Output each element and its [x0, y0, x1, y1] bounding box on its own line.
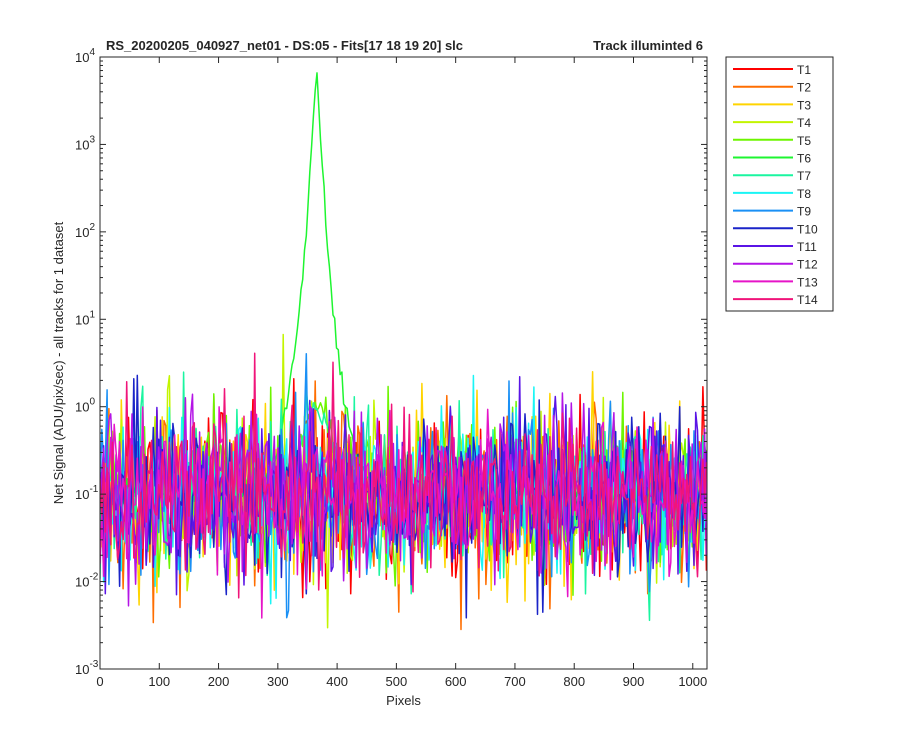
x-tick-label: 0: [96, 674, 103, 689]
x-axis-label: Pixels: [386, 693, 421, 708]
y-tick-label: 100: [75, 397, 95, 415]
y-axis-label: Net Signal (ADU/pix/sec) - all tracks fo…: [51, 221, 66, 504]
legend-label-t14: T14: [797, 293, 818, 307]
x-tick-label: 700: [504, 674, 526, 689]
legend-label-t1: T1: [797, 63, 811, 77]
axes-box: [99, 56, 708, 670]
legend-label-t8: T8: [797, 187, 811, 201]
legend-label-t9: T9: [797, 205, 811, 219]
x-tick-label: 600: [445, 674, 467, 689]
x-tick-label: 100: [148, 674, 170, 689]
legend-label-t4: T4: [797, 116, 811, 130]
y-tick-label: 10-1: [75, 484, 99, 502]
legend-label-t12: T12: [797, 258, 818, 272]
legend-label-t7: T7: [797, 169, 811, 183]
legend-label-t10: T10: [797, 222, 818, 236]
legend-label-t13: T13: [797, 275, 818, 289]
x-tick-label: 200: [208, 674, 230, 689]
y-tick-label: 10-3: [75, 659, 99, 677]
y-tick-label: 101: [75, 309, 95, 327]
x-tick-label: 1000: [678, 674, 707, 689]
legend-box: [725, 56, 834, 312]
x-tick-label: 500: [386, 674, 408, 689]
y-tick-label: 103: [75, 134, 95, 152]
y-tick-label: 104: [75, 47, 95, 65]
legend-label-t2: T2: [797, 81, 811, 95]
x-tick-label: 900: [623, 674, 645, 689]
legend-label-t3: T3: [797, 98, 811, 112]
series-layer: [100, 72, 707, 631]
x-tick-label: 800: [563, 674, 585, 689]
series-line-t14: [100, 352, 707, 599]
y-tick-label: 102: [75, 222, 95, 240]
plot-area: [100, 57, 707, 669]
legend: T1 T2 T3 T4 T5 T6 T7 T8 T9 T10 T11 T12 T13 T14: [725, 56, 834, 312]
x-tick-label: 300: [267, 674, 289, 689]
ticks-layer: 0 100 200 300 400 500 600 700 800 900 1000 10-3 10-2…: [75, 47, 707, 689]
legend-label-t5: T5: [797, 134, 811, 148]
legend-label-t11: T11: [797, 240, 817, 254]
x-tick-label: 400: [326, 674, 348, 689]
chart-title-left: RS_20200205_040927_net01 - DS:05 - Fits[…: [106, 38, 463, 53]
legend-label-t6: T6: [797, 152, 811, 166]
chart-title-right: Track illuminted 6: [593, 38, 703, 53]
y-tick-label: 10-2: [75, 572, 99, 590]
